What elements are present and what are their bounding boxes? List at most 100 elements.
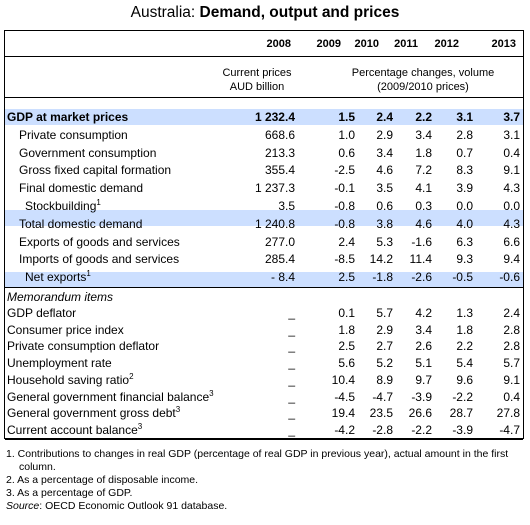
cell-2013: 4.3 — [503, 181, 520, 196]
row-label: Unemployment rate — [7, 355, 112, 371]
cell-2010: 3.4 — [376, 145, 393, 160]
memo-row: Unemployment rate _ 5.6 5.2 5.1 5.4 5.7 — [5, 355, 523, 371]
cell-2008: 1 237.3 — [254, 181, 295, 196]
cell-2008: 285.4 — [264, 252, 295, 267]
cell-2010: 3.5 — [376, 181, 393, 196]
cell-2010: 3.8 — [376, 216, 393, 231]
cell-2010: 5.7 — [376, 306, 393, 320]
cell-2009: 2.4 — [338, 234, 355, 249]
footnote-1-cont: column. — [19, 461, 56, 473]
net-exports-band — [5, 272, 523, 288]
header-rule-bottom — [5, 97, 523, 98]
cell-2012: -2.2 — [452, 389, 473, 404]
cell-2010: -2.8 — [372, 422, 393, 437]
cell-2011: 0.3 — [415, 199, 432, 213]
cell-2013: 9.4 — [503, 252, 520, 267]
cell-2012: 8.3 — [456, 163, 473, 178]
row-label-text: GDP at market prices — [7, 110, 129, 124]
cell-2012: 3.9 — [456, 181, 473, 196]
cell-2012: -3.9 — [452, 422, 473, 437]
row-label: Current account balance3 — [7, 422, 142, 438]
memo-rule — [5, 287, 523, 288]
year-2008: 2008 — [266, 38, 291, 50]
table-title: Australia: Demand, output and prices — [0, 4, 530, 22]
cell-2013: -0.6 — [499, 270, 520, 285]
demand-row: Exports of goods and services 277.0 2.4 5.3… — [5, 234, 523, 250]
source-label: Source — [6, 500, 40, 512]
row-label-text: Private consumption — [19, 127, 128, 142]
cell-2013: 4.3 — [503, 216, 520, 231]
cell-2009: -2.5 — [334, 163, 355, 178]
cell-2008: _ — [288, 322, 295, 337]
cell-2013: 2.8 — [503, 339, 520, 354]
cell-2013: 0.4 — [503, 389, 520, 404]
memo-row: Consumer price index _ 1.8 2.9 3.4 1.8 2.8 — [5, 322, 523, 338]
cell-2010: 2.7 — [376, 339, 393, 354]
row-label: Private consumption — [19, 127, 128, 143]
cell-2011: -1.6 — [411, 234, 432, 249]
row-label-text: General government gross debt — [7, 406, 176, 421]
table-frame — [4, 30, 524, 439]
cell-2013: 3.1 — [503, 127, 520, 142]
footnote-marker: 3 — [209, 388, 214, 398]
title-country: Australia: — [130, 4, 200, 21]
cell-2011: 26.6 — [408, 406, 432, 421]
cell-2011: 1.8 — [415, 145, 432, 160]
row-label: General government financial balance3 — [7, 389, 214, 405]
cell-2010: -1.8 — [372, 270, 393, 285]
cell-2008: 1 232.4 — [254, 110, 295, 124]
cell-2008: _ — [288, 422, 295, 437]
row-label: Exports of goods and services — [19, 234, 180, 250]
cell-2012: 9.6 — [456, 372, 473, 387]
source-line: Source: OECD Economic Outlook 91 databas… — [6, 500, 508, 513]
cell-2008: _ — [288, 356, 295, 371]
cell-2009: -8.5 — [334, 252, 355, 267]
cell-2011: -2.6 — [411, 270, 432, 285]
demand-row: Stockbuilding1 3.5 -0.8 0.6 0.3 0.0 0.0 — [5, 198, 523, 214]
cell-2008: - 8.4 — [270, 270, 295, 285]
cell-2008: 1 240.8 — [254, 216, 295, 231]
cell-2011: 7.2 — [415, 163, 432, 178]
row-label-text: Household saving ratio — [7, 372, 130, 387]
cell-2013: 0.4 — [503, 145, 520, 160]
row-label-text: Total domestic demand — [19, 216, 143, 231]
row-label: Private consumption deflator — [7, 338, 159, 354]
cell-2013: 27.8 — [496, 406, 520, 421]
row-label: GDP deflator — [7, 305, 76, 321]
cell-2012: 28.7 — [449, 406, 473, 421]
memo-row: Household saving ratio2 _ 10.4 8.9 9.7 9.6 9.1 — [5, 372, 523, 388]
cell-2010: 5.2 — [376, 356, 393, 371]
row-label: Imports of goods and services — [19, 251, 179, 267]
footnote-marker: 3 — [137, 421, 143, 431]
cell-2010: 14.2 — [369, 252, 393, 267]
row-label: General government gross debt3 — [7, 405, 180, 421]
cell-2010: -4.7 — [372, 389, 393, 404]
memo-title-row: Memorandum items — [5, 289, 523, 305]
row-label-text: Stockbuilding — [25, 199, 97, 213]
demand-row: Final domestic demand 1 237.3 -0.1 3.5 4.1 3.… — [5, 180, 523, 196]
row-label-text: General government financial balance — [7, 389, 210, 404]
cell-2008: _ — [288, 306, 295, 320]
cell-2011: 4.1 — [415, 181, 432, 196]
demand-row: Gross fixed capital formation 355.4 -2.5 4.… — [5, 162, 523, 178]
year-2011: 2011 — [394, 38, 418, 50]
cell-2009: -0.8 — [334, 199, 355, 213]
title-main: Demand, output and prices — [199, 4, 400, 21]
cell-2011: 5.1 — [415, 356, 432, 371]
cell-2013: 5.7 — [503, 356, 520, 371]
row-label: Gross fixed capital formation — [19, 162, 171, 178]
cell-2013: -4.7 — [499, 422, 520, 437]
cell-2011: 11.4 — [409, 252, 432, 267]
cell-2010: 2.9 — [376, 322, 393, 337]
footnote-marker: 1 — [86, 269, 91, 279]
footnote-rule — [5, 439, 523, 440]
memo-row: General government gross debt3 _ 19.4 23.5 2… — [5, 405, 523, 421]
row-label: Household saving ratio2 — [7, 372, 134, 388]
cell-2013: 2.4 — [503, 306, 520, 320]
cell-2010: 2.9 — [376, 127, 393, 142]
cell-2008: 277.0 — [264, 234, 295, 249]
row-label: Final domestic demand — [19, 180, 143, 196]
cell-2009: 2.5 — [338, 339, 355, 354]
cell-2013: 0.0 — [503, 199, 520, 213]
cell-2012: 2.2 — [456, 339, 473, 354]
